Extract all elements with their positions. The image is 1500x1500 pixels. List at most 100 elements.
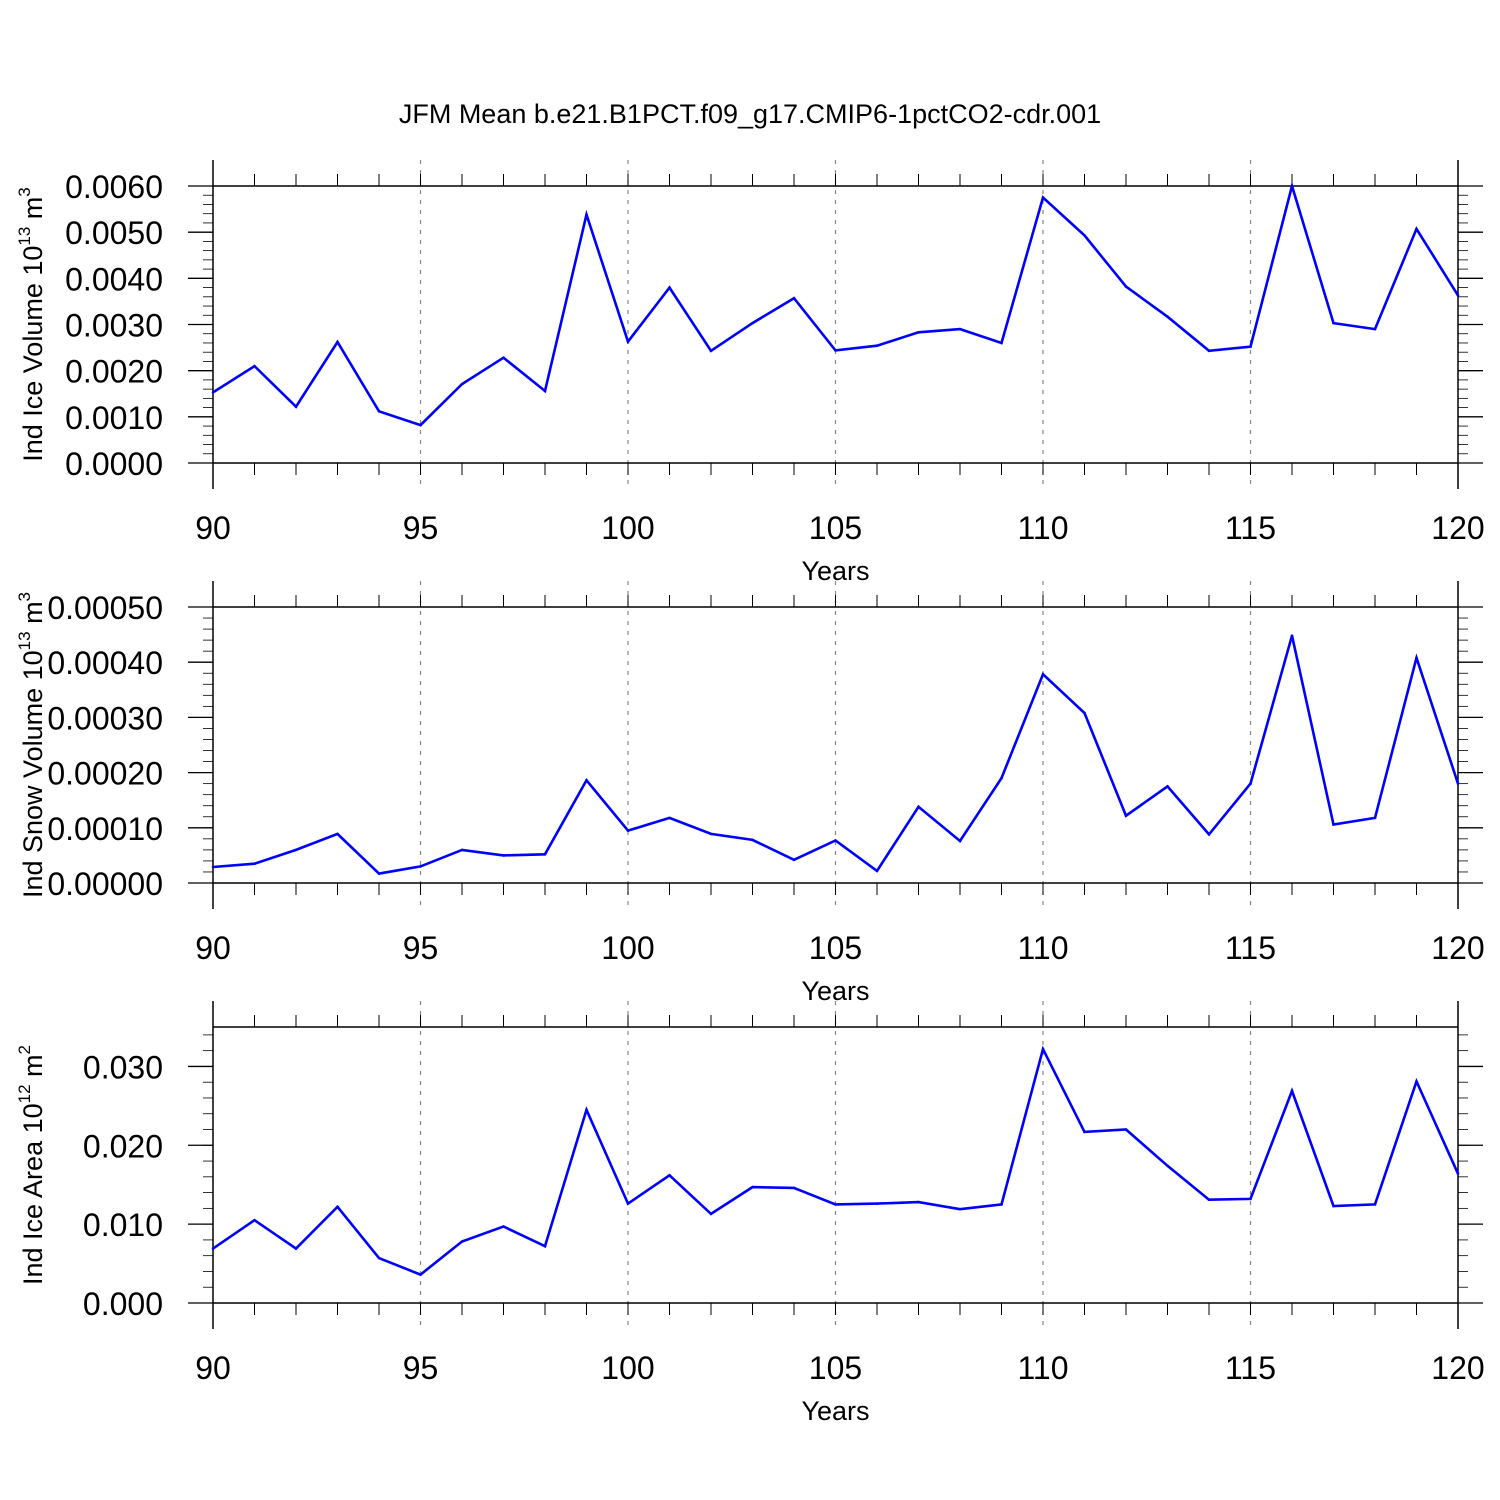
chart-3-data-point	[502, 1225, 505, 1228]
chart-1-data-point	[211, 391, 215, 394]
chart-2-data-point	[419, 865, 422, 868]
chart-3-y-axis-label-exponent: 12	[15, 1084, 34, 1103]
chart-3-data-point	[253, 1218, 256, 1222]
chart-2-data-point	[1249, 782, 1252, 785]
chart-3-data-point	[668, 1173, 671, 1177]
chart-1-x-tick-label: 115	[1225, 510, 1276, 546]
chart-2-data-point	[1415, 656, 1418, 660]
chart-2-y-axis-label-unit: m	[18, 601, 48, 631]
chart-3-y-axis-label-unit-exponent: 2	[15, 1045, 34, 1054]
chart-2-y-axis-label-text: Ind Snow Volume 10	[18, 650, 48, 898]
chart-3-data-point	[751, 1185, 754, 1189]
chart-1-data-point	[377, 409, 381, 413]
chart-1-data-point	[294, 405, 298, 408]
chart-3-y-axis-label-text: Ind Ice Area 10	[18, 1103, 48, 1285]
chart-2-data-point	[211, 865, 215, 869]
chart-1-data-point	[1290, 184, 1294, 188]
chart-2-data-point	[1041, 673, 1045, 676]
chart-3-data-point	[1041, 1047, 1045, 1051]
chart-1-data-point	[958, 327, 962, 331]
chart-2-data-point	[253, 862, 256, 865]
chart-3-data-point	[211, 1247, 215, 1250]
chart-2-data-point	[958, 839, 962, 843]
chart-2-data-point	[1207, 833, 1211, 836]
chart-2-data-point	[585, 779, 588, 782]
chart-3-y-tick-label: 0.000	[83, 1286, 163, 1322]
chart-2-data-point	[626, 829, 630, 832]
chart-2-x-tick-label: 105	[809, 930, 862, 966]
chart-3-x-tick-label: 110	[1017, 1350, 1068, 1386]
chart-1-data-point	[1166, 315, 1169, 318]
chart-3-x-tick-label: 95	[403, 1350, 439, 1386]
chart-2-data-point	[460, 848, 464, 852]
chart-2-x-tick-label: 120	[1431, 930, 1484, 966]
chart-2-data-point	[834, 839, 837, 842]
figure-title: JFM Mean b.e21.B1PCT.f09_g17.CMIP6-1pctC…	[399, 99, 1101, 129]
chart-2-y-tick-label: 0.00010	[47, 811, 163, 847]
chart-2-data-point	[917, 805, 920, 809]
chart-1-y-tick-label: 0.0050	[65, 215, 163, 251]
chart-2-data-point	[1332, 823, 1335, 826]
chart-3-x-tick-label: 120	[1431, 1350, 1484, 1386]
chart-1-data-point	[834, 349, 837, 352]
chart-3-data-point	[626, 1202, 630, 1205]
chart-2-x-tick-label: 100	[601, 930, 654, 966]
chart-1-data-point	[1332, 321, 1335, 325]
chart-3-data-point	[1124, 1128, 1128, 1131]
chart-2-data-point	[336, 832, 339, 836]
chart-1-data-point	[668, 286, 671, 289]
chart-1-y-tick-label: 0.0030	[65, 308, 163, 344]
chart-3-data-point	[1332, 1204, 1335, 1208]
chart-3-data-point	[709, 1212, 713, 1216]
chart-1-data-point	[502, 356, 505, 360]
chart-2-data-point	[1124, 814, 1128, 817]
chart-2-data-point	[1290, 634, 1294, 638]
chart-2-y-tick-label: 0.00050	[47, 590, 163, 626]
chart-1-y-tick-label: 0.0060	[65, 169, 163, 205]
chart-3-data-point	[419, 1273, 422, 1276]
chart-3-data-point	[543, 1244, 547, 1248]
chart-2-x-tick-label: 90	[195, 930, 231, 966]
chart-3-x-tick-label: 90	[195, 1350, 231, 1386]
chart-1-data-point	[626, 340, 630, 343]
chart-2-y-axis-label: Ind Snow Volume 1013 m3	[15, 592, 48, 898]
chart-3-data-point	[585, 1108, 588, 1112]
chart-1-data-point	[336, 340, 339, 344]
chart-1-y-axis-label: Ind Ice Volume 1013 m3	[15, 187, 48, 462]
chart-3-data-point	[1456, 1172, 1460, 1175]
chart-1-x-tick-label: 105	[809, 510, 862, 546]
chart-3-y-axis-label: Ind Ice Area 1012 m2	[15, 1045, 48, 1285]
chart-panel-2: 0.00000 0.00010 0.00020 0.00030 0.00040 0.000…	[15, 581, 1485, 1006]
chart-2-data-point	[1000, 776, 1003, 780]
chart-3-data-point	[834, 1203, 837, 1206]
chart-2-y-axis-label-unit-exponent: 3	[15, 592, 34, 601]
chart-1-y-tick-label: 0.0020	[65, 354, 163, 390]
chart-1-x-tick-label: 120	[1431, 510, 1484, 546]
chart-panel-1: 0.0000 0.0010 0.0020 0.0030 0.0040 0.0050 0.00…	[15, 160, 1485, 586]
chart-3-data-point	[1166, 1164, 1169, 1168]
chart-3-y-axis-label-unit: m	[18, 1054, 48, 1084]
chart-2-data-point	[792, 858, 796, 862]
chart-1-data-point	[1124, 285, 1128, 288]
chart-2-x-tick-label: 110	[1017, 930, 1068, 966]
chart-1-data-point	[1207, 349, 1211, 353]
chart-1-y-axis-label-exponent: 13	[15, 227, 34, 246]
chart-2-data-point	[668, 816, 671, 820]
chart-3-x-tick-label: 100	[601, 1350, 654, 1386]
chart-1-data-point	[1083, 234, 1086, 237]
chart-3-data-point	[336, 1205, 339, 1209]
chart-3-data-point	[958, 1207, 962, 1211]
chart-1-y-axis-label-text: Ind Ice Volume 10	[18, 246, 48, 462]
chart-1-data-point	[419, 423, 422, 427]
chart-3-data-point	[1083, 1130, 1086, 1134]
chart-1-y-tick-label: 0.0040	[65, 261, 163, 297]
chart-1-data-point	[585, 213, 588, 216]
chart-3-y-tick-label: 0.030	[83, 1049, 163, 1085]
chart-2-data-point	[1456, 782, 1460, 785]
chart-1-data-point	[1249, 345, 1252, 348]
chart-2-data-point	[294, 848, 298, 852]
chart-3-data-point	[1207, 1198, 1211, 1201]
chart-1-data-point	[460, 382, 464, 386]
chart-2-data-point	[543, 852, 547, 856]
